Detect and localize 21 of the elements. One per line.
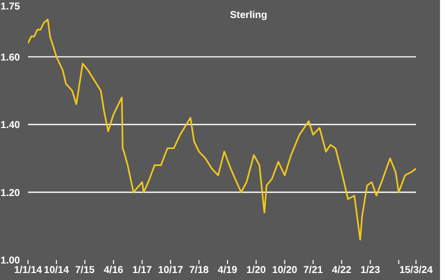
- line-series: [28, 18, 416, 240]
- y-tick-label: 1.00: [0, 256, 20, 267]
- x-tick-label: 7/21: [303, 265, 324, 276]
- y-tick-label: 1.40: [0, 120, 20, 132]
- x-tick-label: 4/19: [218, 265, 238, 276]
- x-tick-label: 1/1/14: [14, 265, 42, 276]
- x-tick-label: 1/23: [360, 265, 380, 276]
- x-tick-label: 1/17: [132, 265, 152, 276]
- x-tick-label: 10/20: [272, 265, 298, 276]
- y-tick-label: 1.75: [0, 2, 20, 13]
- x-tick-label: 4/22: [332, 265, 352, 276]
- x-tick-label: 7/15: [75, 265, 96, 276]
- y-tick-label: 1.20: [0, 188, 20, 199]
- x-tick-label: 10/17: [158, 265, 184, 276]
- chart-title: Sterling: [230, 10, 268, 21]
- y-tick-label: 1.60: [0, 52, 20, 64]
- x-tick-label: 10/14: [44, 265, 70, 276]
- x-tick-label: 15/3/24: [399, 265, 434, 276]
- x-tick-label: 7/18: [189, 265, 210, 276]
- x-tick-label: 4/16: [104, 265, 124, 276]
- x-tick-label: 1/20: [246, 265, 266, 276]
